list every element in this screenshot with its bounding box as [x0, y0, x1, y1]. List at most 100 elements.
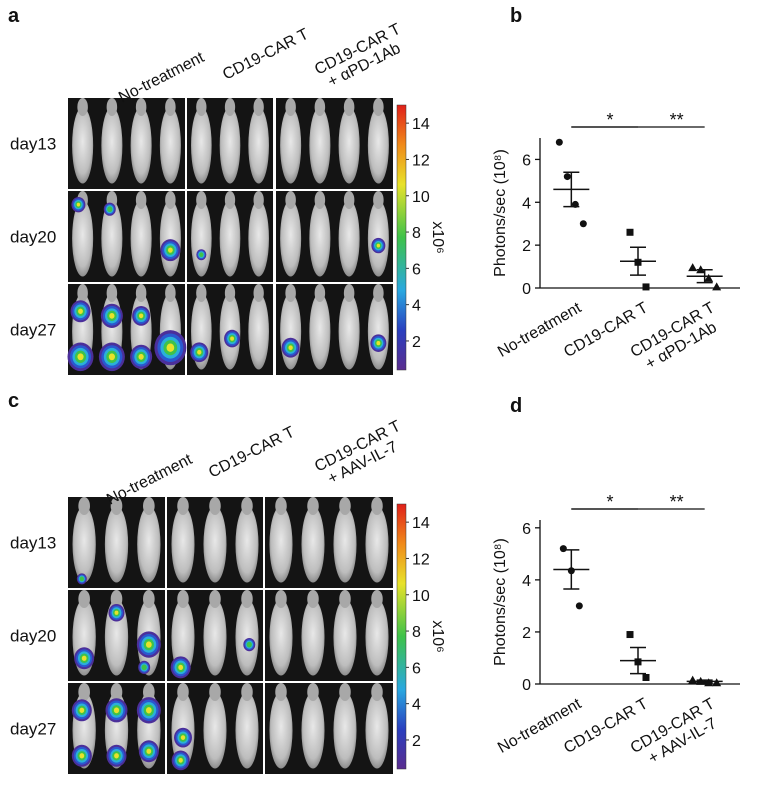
signal: [81, 655, 87, 661]
mouse: [203, 692, 227, 769]
mouse: [248, 200, 269, 277]
mouse-head: [165, 98, 176, 116]
point: [575, 602, 583, 610]
significance-label: *: [606, 110, 613, 130]
mouse-head: [165, 191, 176, 209]
signal: [138, 353, 144, 360]
mouse: [191, 200, 212, 277]
mouse-head: [285, 284, 296, 302]
mouse-head: [339, 590, 351, 608]
mouse-head: [196, 284, 207, 302]
signal: [77, 353, 84, 361]
signal: [76, 202, 81, 207]
signal: [197, 349, 202, 355]
panel-label: d: [510, 395, 522, 417]
colorbar-tick-label: 12: [412, 152, 430, 169]
mouse-head: [143, 497, 155, 515]
mouse: [159, 200, 181, 277]
colorbar-label: x10⁶: [429, 221, 446, 253]
signal: [145, 641, 152, 648]
point: [712, 678, 722, 687]
mouse: [367, 293, 389, 370]
colorbar-tick-label: 14: [412, 116, 430, 133]
point: [626, 631, 634, 639]
mouse-head: [78, 497, 90, 515]
point: [642, 673, 650, 681]
error-bar: [630, 246, 646, 276]
colorbar-tick-label: 6: [412, 660, 421, 677]
mouse-head: [224, 284, 236, 302]
mouse: [101, 107, 123, 184]
group-header: No-treatment: [116, 49, 207, 107]
mouse: [203, 506, 227, 583]
mouse-head: [177, 497, 189, 515]
signal: [79, 576, 84, 582]
mouse-head: [343, 191, 355, 209]
y-tick-label: 2: [522, 238, 531, 255]
signal: [108, 353, 115, 361]
mouse: [235, 506, 259, 583]
mouse-head: [314, 284, 326, 302]
signal: [145, 707, 152, 714]
y-tick-label: 4: [522, 573, 531, 590]
mouse: [130, 200, 152, 277]
mouse: [269, 599, 293, 676]
mouse-head: [285, 98, 296, 116]
mouse: [269, 506, 293, 583]
group-label: CD19-CAR T: [206, 424, 298, 482]
mouse-head: [285, 191, 296, 209]
colorbar: [396, 503, 407, 770]
mouse: [309, 293, 331, 370]
point: [642, 283, 650, 291]
mouse-head: [307, 497, 319, 515]
mouse-head: [224, 98, 236, 116]
mouse: [191, 107, 212, 184]
error-bar: [696, 679, 713, 684]
y-tick-label: 2: [522, 625, 531, 642]
mouse: [203, 599, 227, 676]
mouse: [269, 692, 293, 769]
point: [559, 545, 567, 553]
error-bar: [563, 171, 580, 208]
mouse-head: [371, 590, 383, 608]
significance-label: **: [670, 492, 684, 512]
mouse-head: [253, 98, 264, 116]
mouse-head: [314, 98, 326, 116]
mouse: [235, 692, 259, 769]
signal: [376, 341, 381, 346]
colorbar-tick-label: 8: [412, 624, 421, 641]
y-tick-label: 0: [522, 281, 531, 298]
mouse-head: [135, 284, 147, 302]
row-label: day27: [10, 321, 56, 340]
mouse-head: [241, 683, 253, 701]
mouse-head: [339, 497, 351, 515]
colorbar-tick-label: 8: [412, 225, 421, 242]
mouse: [301, 692, 325, 769]
mouse-head: [209, 683, 221, 701]
colorbar-tick-label: 12: [412, 551, 430, 568]
point: [579, 220, 587, 228]
mouse: [280, 107, 302, 184]
panel-label: c: [8, 390, 19, 412]
mouse-head: [307, 683, 319, 701]
mouse: [219, 200, 241, 277]
colorbar-tick-label: 2: [412, 334, 421, 351]
mouse: [219, 107, 241, 184]
mouse-head: [371, 497, 383, 515]
mouse-head: [253, 284, 264, 302]
row-label: day13: [10, 135, 56, 154]
mouse: [333, 506, 357, 583]
y-axis-label: Photons/sec (10⁸): [492, 538, 509, 666]
signal: [178, 757, 183, 763]
mouse: [301, 599, 325, 676]
colorbar-tick-label: 14: [412, 515, 430, 532]
colorbar-tick-label: 4: [412, 298, 421, 315]
mouse-head: [224, 191, 236, 209]
point: [626, 228, 634, 236]
mouse-head: [307, 590, 319, 608]
mouse: [159, 107, 181, 184]
mouse: [309, 200, 331, 277]
mouse-head: [78, 590, 90, 608]
point: [704, 273, 714, 282]
